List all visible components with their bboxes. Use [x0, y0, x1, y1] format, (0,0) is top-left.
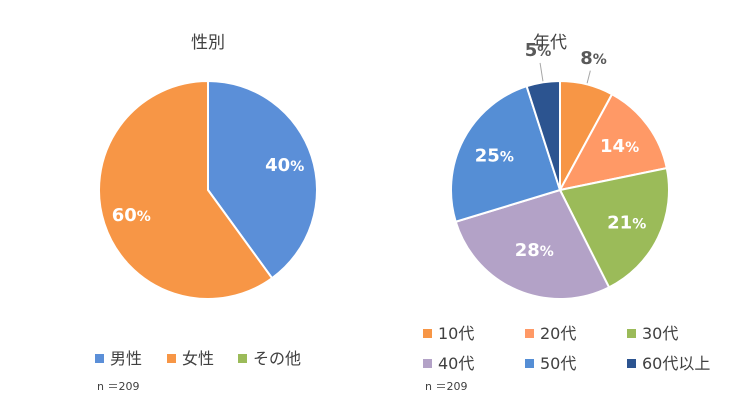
pie-slice-20s [558, 92, 668, 192]
pie-slice-60s-plus [525, 79, 561, 191]
legend-label-50s: 50代 [540, 354, 577, 373]
data-label-50s: 25% [475, 146, 514, 167]
pie-slice-30s [558, 166, 670, 289]
legend-label-40s: 40代 [438, 354, 475, 373]
data-label-10s: 8% [580, 48, 607, 69]
data-label-30s: 21% [607, 212, 646, 233]
legend-item-10s: 10代 [423, 320, 474, 344]
pie-slice-40s [454, 188, 611, 300]
data-label-20s: 14% [600, 136, 639, 157]
data-label-female: 60% [112, 205, 151, 226]
legend-label-female: 女性 [182, 349, 215, 368]
age-pie-chart: 8% 14% 21% 28% 25% 5% [450, 40, 670, 300]
gender-chart-title: 性別 [191, 33, 225, 53]
legend-swatch-10s [423, 329, 432, 338]
pie-slice-male [207, 79, 318, 280]
legend-swatch-male [95, 354, 104, 363]
legend-label-60s-plus: 60代以上 [642, 354, 711, 373]
legend-label-20s: 20代 [540, 324, 577, 343]
age-chart-title: 年代 [533, 33, 567, 53]
data-label-male: 40% [265, 155, 304, 176]
legend-swatch-40s [423, 359, 432, 368]
age-sample-size: n ＝209 [425, 380, 468, 393]
legend-label-30s: 30代 [642, 324, 679, 343]
legend-swatch-50s [525, 359, 534, 368]
legend-item-female: 女性 [167, 345, 214, 369]
legend-swatch-60s-plus [627, 359, 636, 368]
leader-line-10s [586, 70, 591, 84]
legend-swatch-20s [525, 329, 534, 338]
legend-item-other: その他 [238, 345, 301, 369]
gender-sample-size: n ＝209 [97, 380, 140, 393]
legend-swatch-30s [627, 329, 636, 338]
leader-line-60s-plus [539, 62, 544, 82]
legend-swatch-female [167, 354, 176, 363]
gender-pie-chart: 40% 60% [98, 79, 318, 300]
legend-label-10s: 10代 [438, 324, 475, 343]
pie-slice-female [98, 79, 274, 300]
legend-label-other: その他 [253, 349, 302, 368]
legend-item-30s: 30代 [627, 320, 678, 344]
legend-label-male: 男性 [110, 349, 143, 368]
data-label-60s-plus: 5% [525, 40, 552, 61]
data-label-40s: 28% [515, 240, 554, 261]
legend-item-60s-plus: 60代以上 [627, 350, 710, 374]
legend-item-50s: 50代 [525, 350, 576, 374]
legend-item-male: 男性 [95, 345, 142, 369]
legend-item-40s: 40代 [423, 350, 474, 374]
legend-swatch-other [238, 354, 247, 363]
pie-slice-50s [450, 84, 562, 223]
legend-item-20s: 20代 [525, 320, 576, 344]
